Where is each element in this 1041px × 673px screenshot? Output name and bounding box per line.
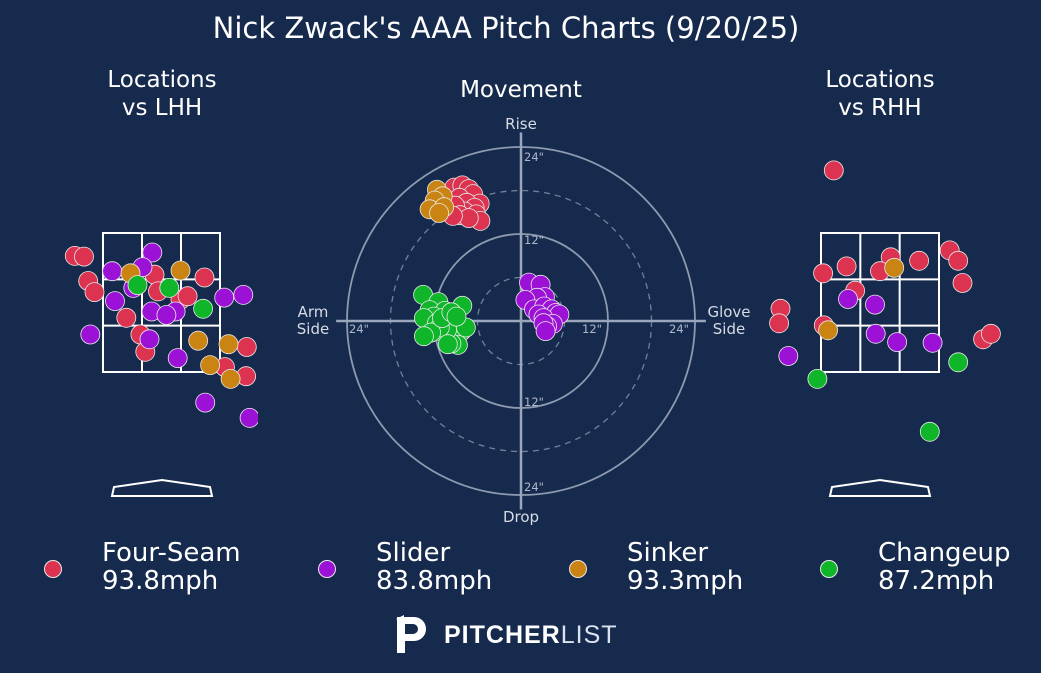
four-seam-pitch-point (74, 246, 94, 267)
legend-pitch-name: Sinker (627, 538, 709, 568)
legend-pitch-name: Slider (376, 538, 451, 568)
slider-pitch-point (142, 242, 163, 263)
four-seam-pitch-point (909, 250, 929, 271)
four-seam-pitch-point (236, 337, 257, 357)
four-seam-pitch-point (823, 160, 844, 181)
four-seam-pitch-point (194, 267, 215, 288)
ring-label: 24" (349, 322, 369, 336)
sinker-legend-dot (569, 560, 587, 578)
slider-pitch-point (239, 408, 258, 428)
ring-label: 12" (582, 322, 602, 336)
location-points (64, 242, 291, 443)
slider-pitch-point (838, 289, 858, 309)
locations-vs-rhh-panel (769, 160, 1001, 497)
changeup-movement-point (437, 334, 458, 355)
chart-title: Nick Zwack's AAA Pitch Charts (9/20/25) (213, 11, 800, 45)
ring-label: 12" (524, 233, 544, 247)
axis-label-glove-side: Side (713, 320, 745, 338)
slider-pitch-point (865, 323, 886, 344)
legend-pitch-speed: 83.8mph (376, 566, 493, 596)
slider-pitch-point (167, 348, 188, 369)
changeup-pitch-point (807, 368, 828, 389)
pitcherlist-brand: PITCHERLIST (394, 612, 618, 658)
axis-label-glove-side: Glove (707, 303, 750, 321)
legend-pitch-name: Four-Seam (102, 538, 241, 568)
panel-title: vs RHH (838, 95, 921, 121)
ring-label: 24" (669, 322, 689, 336)
axis-label-drop: Drop (503, 508, 539, 526)
ring-label: 24" (524, 480, 544, 494)
four-seam-pitch-point (116, 307, 137, 328)
ring-label: 24" (524, 150, 544, 164)
panel-title: Locations (825, 67, 934, 93)
slider-pitch-point (139, 329, 160, 350)
axis-label-arm-side: Arm (298, 303, 329, 321)
movement-panel: 24"12"12"24"24"12"12"24"RiseDropArmSideG… (297, 115, 751, 526)
brand-strong-text: PITCHER (444, 620, 561, 649)
slider-pitch-point (156, 305, 177, 325)
legend-pitch-speed: 93.8mph (102, 566, 219, 596)
sinker-pitch-point (818, 320, 838, 341)
changeup-movement-point (446, 306, 467, 327)
four-seam-pitch-point (952, 273, 973, 293)
slider-pitch-point (233, 284, 254, 305)
changeup-pitch-point (193, 298, 214, 319)
changeup-legend-dot (820, 560, 838, 578)
four-seam-pitch-point (177, 286, 198, 307)
sinker-pitch-point (200, 355, 221, 376)
changeup-pitch-point (159, 277, 180, 298)
sinker-pitch-point (170, 260, 191, 281)
slider-pitch-point (272, 424, 291, 443)
slider-pitch-point (105, 291, 125, 312)
axis-label-rise: Rise (505, 115, 537, 133)
brand-light-text: LIST (560, 620, 618, 649)
sinker-pitch-point (188, 330, 209, 351)
movement-points (413, 175, 570, 355)
slider-pitch-point (887, 332, 907, 353)
home-plate (110, 478, 214, 497)
axis-label-arm-side: Side (297, 320, 329, 338)
legend-pitch-speed: 93.3mph (627, 566, 744, 596)
legend-pitch-speed: 87.2mph (878, 566, 995, 596)
changeup-pitch-point (919, 421, 940, 442)
four-seam-legend-dot (44, 560, 62, 578)
slider-pitch-point (922, 332, 943, 353)
four-seam-pitch-point (836, 256, 857, 277)
panel-title: Movement (460, 77, 582, 103)
four-seam-pitch-point (981, 323, 1001, 344)
slider-pitch-point (214, 287, 235, 308)
panel-title: vs LHH (122, 95, 202, 121)
panel-title: Locations (107, 67, 216, 93)
pitcherlist-wordmark: PITCHERLIST (444, 621, 618, 650)
legend: Four-Seam 93.8mph Slider 83.8mph Sinker … (0, 536, 1041, 606)
four-seam-pitch-point (84, 282, 105, 303)
slider-pitch-point (865, 294, 885, 315)
legend-pitch-name: Changeup (878, 538, 1011, 568)
changeup-pitch-point (948, 352, 969, 373)
pitcherlist-logo-icon (396, 615, 426, 653)
four-seam-pitch-point (813, 263, 833, 284)
sinker-pitch-point (884, 257, 905, 278)
changeup-pitch-point (127, 275, 148, 296)
locations-vs-lhh-panel (64, 232, 291, 497)
four-seam-pitch-point (948, 250, 969, 271)
sinker-pitch-point (218, 334, 239, 355)
slider-pitch-point (102, 261, 123, 282)
slider-pitch-point (80, 324, 101, 345)
ring-label: 12" (524, 395, 544, 409)
slider-legend-dot (318, 560, 336, 578)
slider-pitch-point (778, 346, 799, 366)
home-plate (828, 478, 932, 497)
sinker-pitch-point (261, 354, 280, 373)
location-points (769, 160, 1001, 442)
four-seam-pitch-point (769, 313, 789, 334)
slider-pitch-point (195, 392, 216, 413)
slider-movement-point (535, 321, 556, 342)
strike-zone-border (820, 232, 940, 373)
changeup-movement-point (413, 326, 434, 347)
sinker-pitch-point (220, 368, 241, 389)
sinker-movement-point (429, 203, 450, 223)
